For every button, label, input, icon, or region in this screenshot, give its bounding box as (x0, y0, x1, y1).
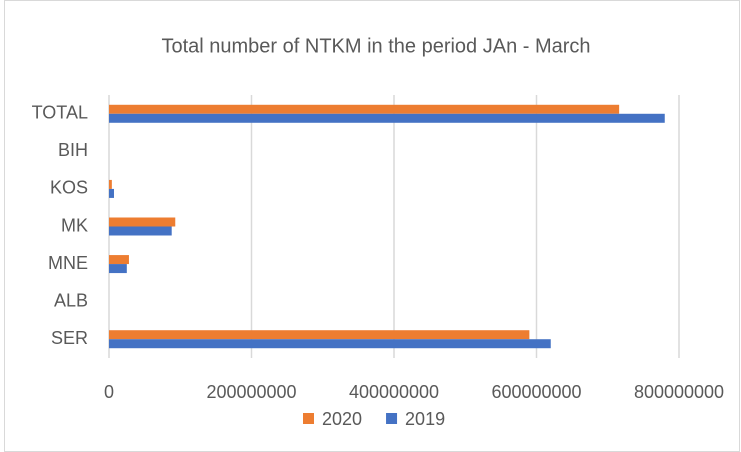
x-tick-label: 0 (104, 382, 114, 402)
legend-swatch (386, 413, 398, 424)
y-tick-label: BIH (58, 140, 88, 160)
bar (109, 264, 127, 274)
chart-title: Total number of NTKM in the period JAn -… (161, 35, 590, 57)
bar (109, 179, 112, 189)
bar (109, 217, 176, 227)
x-tick-label: 600000000 (491, 382, 581, 402)
y-tick-label: ALB (54, 290, 88, 310)
legend-label: 2020 (322, 409, 362, 429)
y-tick-label: MNE (48, 253, 88, 273)
bar (109, 330, 530, 340)
bar (109, 104, 620, 114)
x-tick-label: 800000000 (634, 382, 724, 402)
x-tick-label: 200000000 (206, 382, 296, 402)
y-tick-label: KOS (50, 178, 88, 198)
y-tick-label: TOTAL (32, 103, 88, 123)
legend-swatch (303, 413, 314, 424)
bar (109, 226, 172, 236)
x-tick-label: 400000000 (349, 382, 439, 402)
bar (109, 113, 665, 123)
legend-label: 2019 (405, 409, 445, 429)
bar (109, 188, 114, 198)
bar (109, 339, 551, 349)
bar (109, 255, 129, 265)
y-tick-label: MK (61, 215, 88, 235)
y-tick-label: SER (51, 328, 88, 348)
